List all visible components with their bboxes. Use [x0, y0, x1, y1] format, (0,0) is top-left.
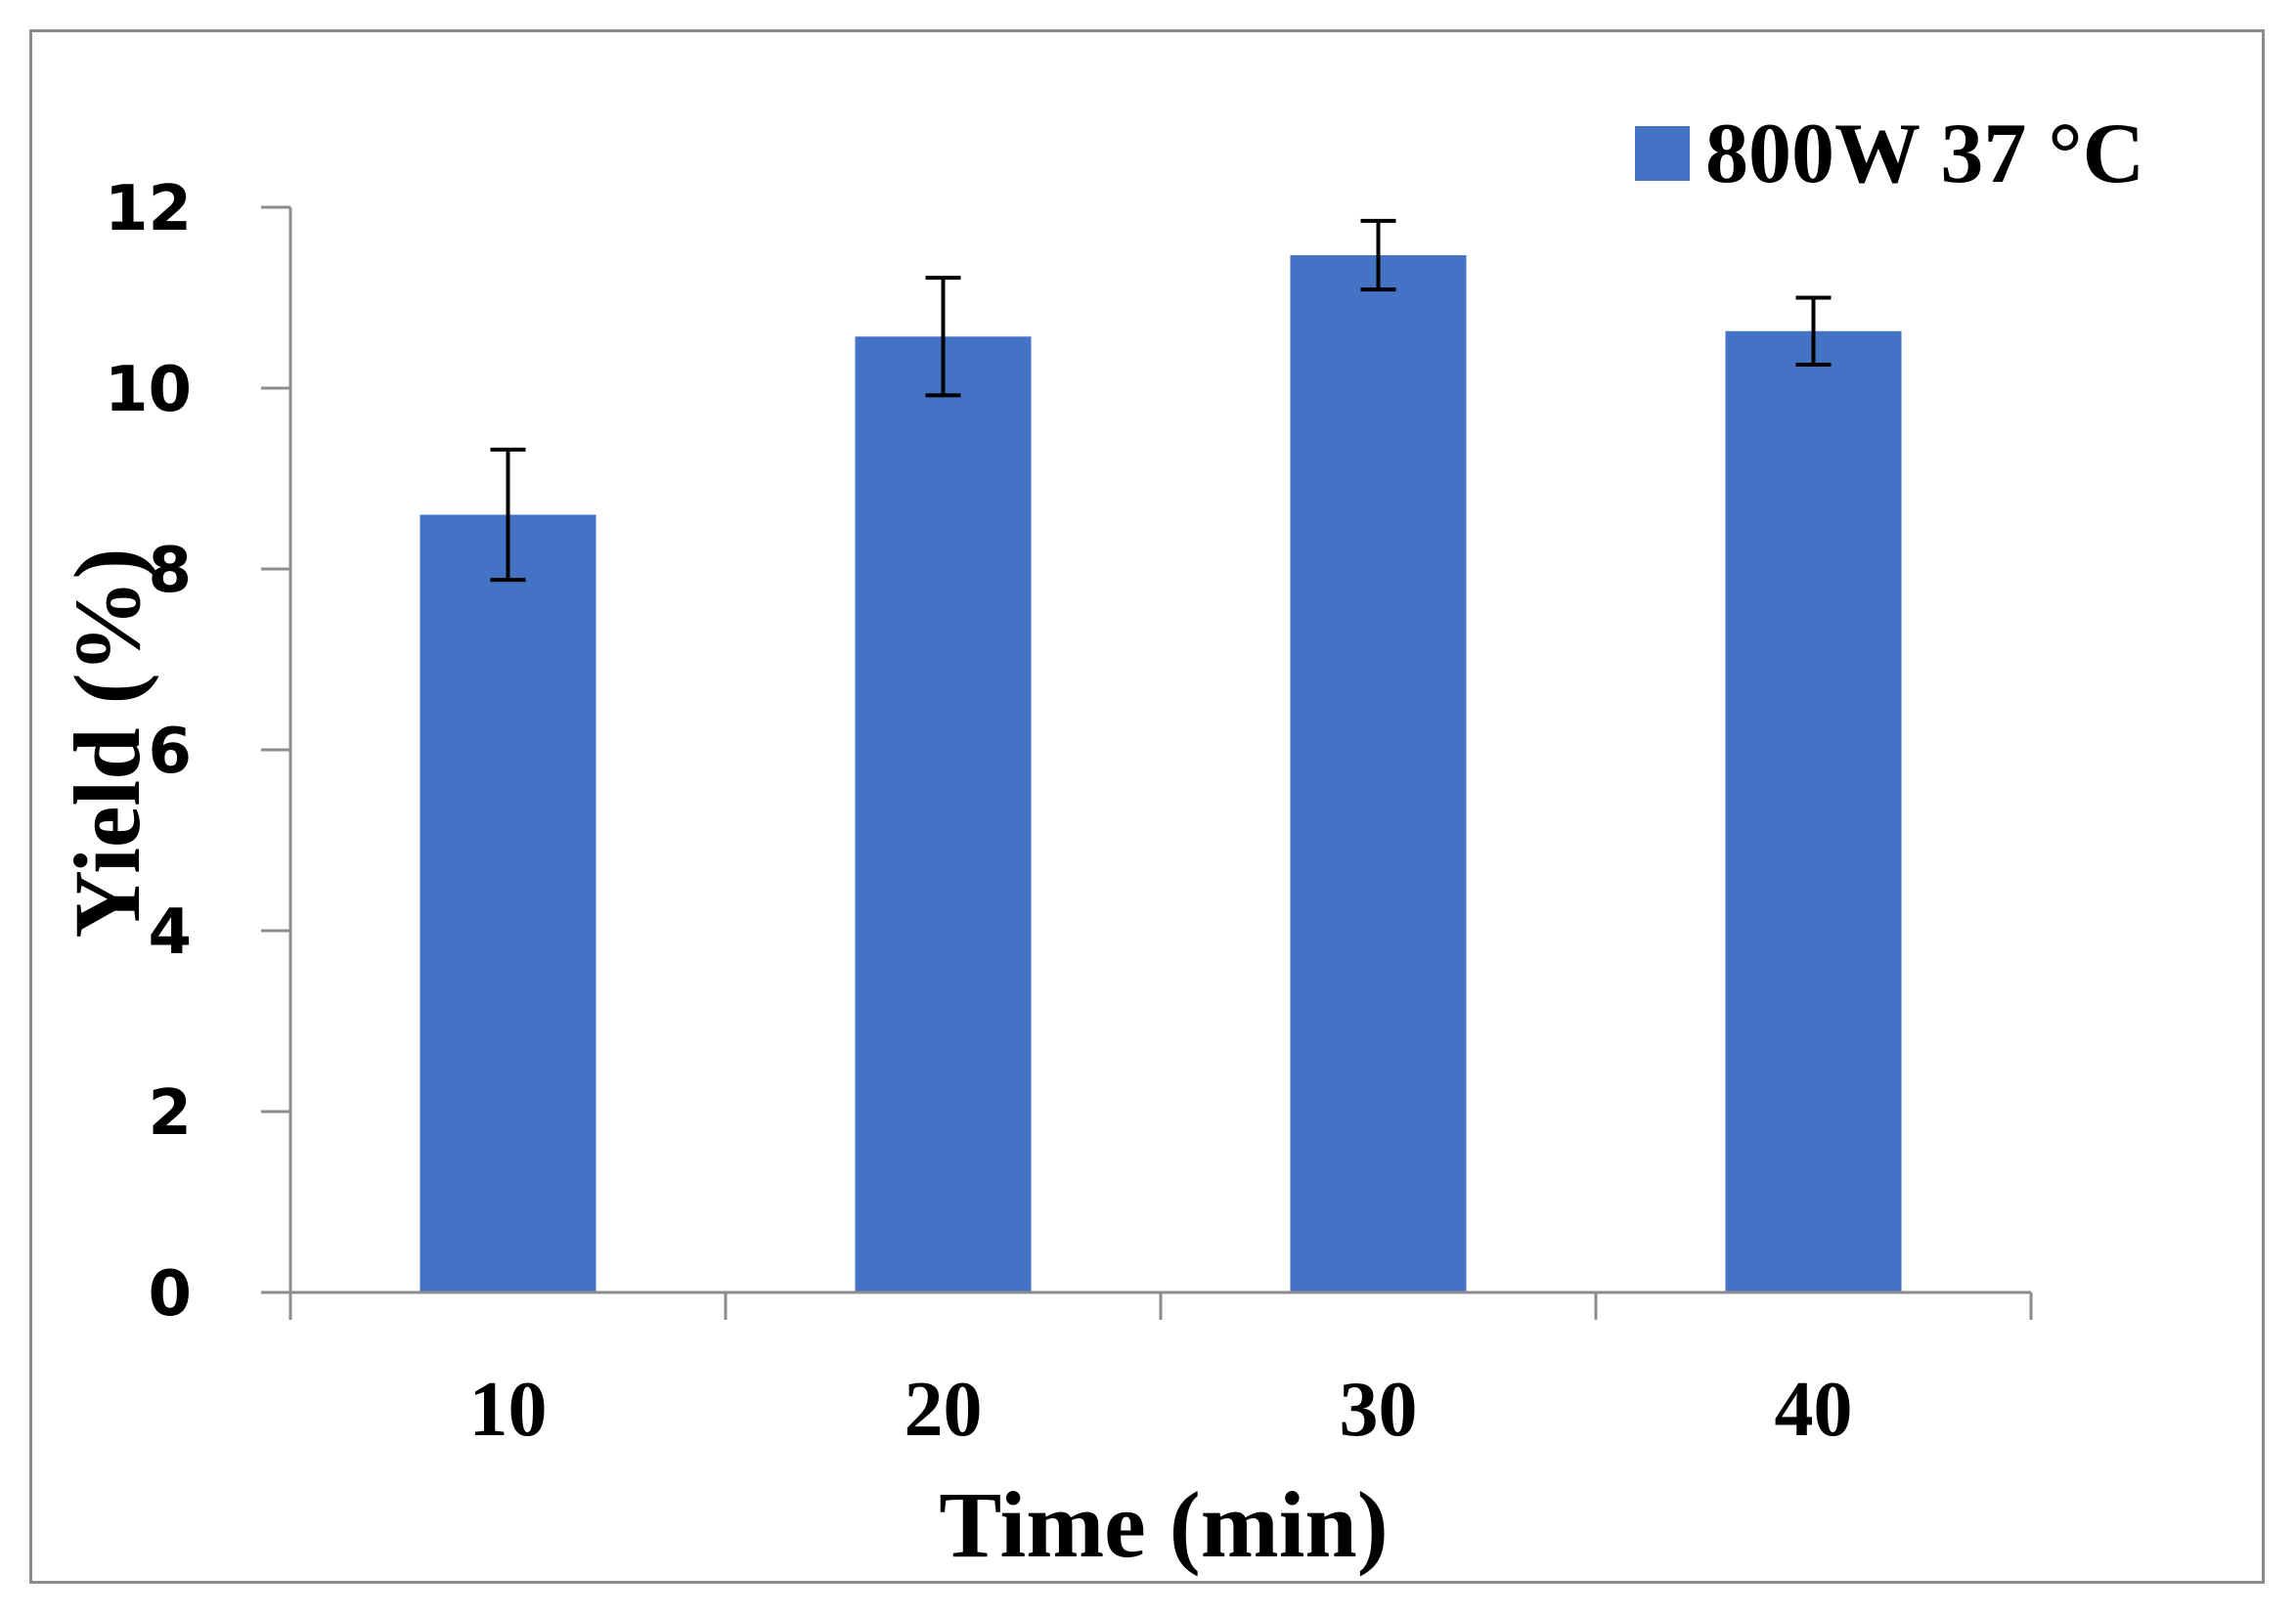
x-tick-label-20: 20	[905, 1367, 983, 1453]
y-tick-label-4: 4	[148, 896, 192, 969]
y-axis-title: Yield (%)	[55, 547, 159, 938]
bar-40	[1725, 330, 1902, 1293]
y-tick-label-10: 10	[105, 354, 192, 426]
y-tick-label-8: 8	[148, 535, 192, 607]
y-tick-label-6: 6	[148, 716, 192, 788]
bar-10	[419, 514, 596, 1292]
legend: 800W 37 °C	[1635, 107, 2144, 201]
x-tick-label-10: 10	[469, 1367, 548, 1453]
plot-area	[419, 218, 1902, 1293]
axes: 0 2 4 6 8 10 12 10 20 30 40	[105, 173, 2033, 1453]
y-tick-label-2: 2	[148, 1077, 192, 1150]
legend-swatch	[1635, 126, 1690, 181]
x-tick-label-40: 40	[1775, 1367, 1853, 1453]
legend-label: 800W 37 °C	[1705, 107, 2144, 201]
bar-20	[855, 336, 1032, 1292]
y-tick-label-12: 12	[105, 173, 192, 245]
bar-30	[1290, 255, 1467, 1292]
x-axis-title: Time (min)	[939, 1472, 1389, 1577]
x-tick-label-30: 30	[1340, 1367, 1418, 1453]
y-tick-label-0: 0	[148, 1258, 192, 1331]
